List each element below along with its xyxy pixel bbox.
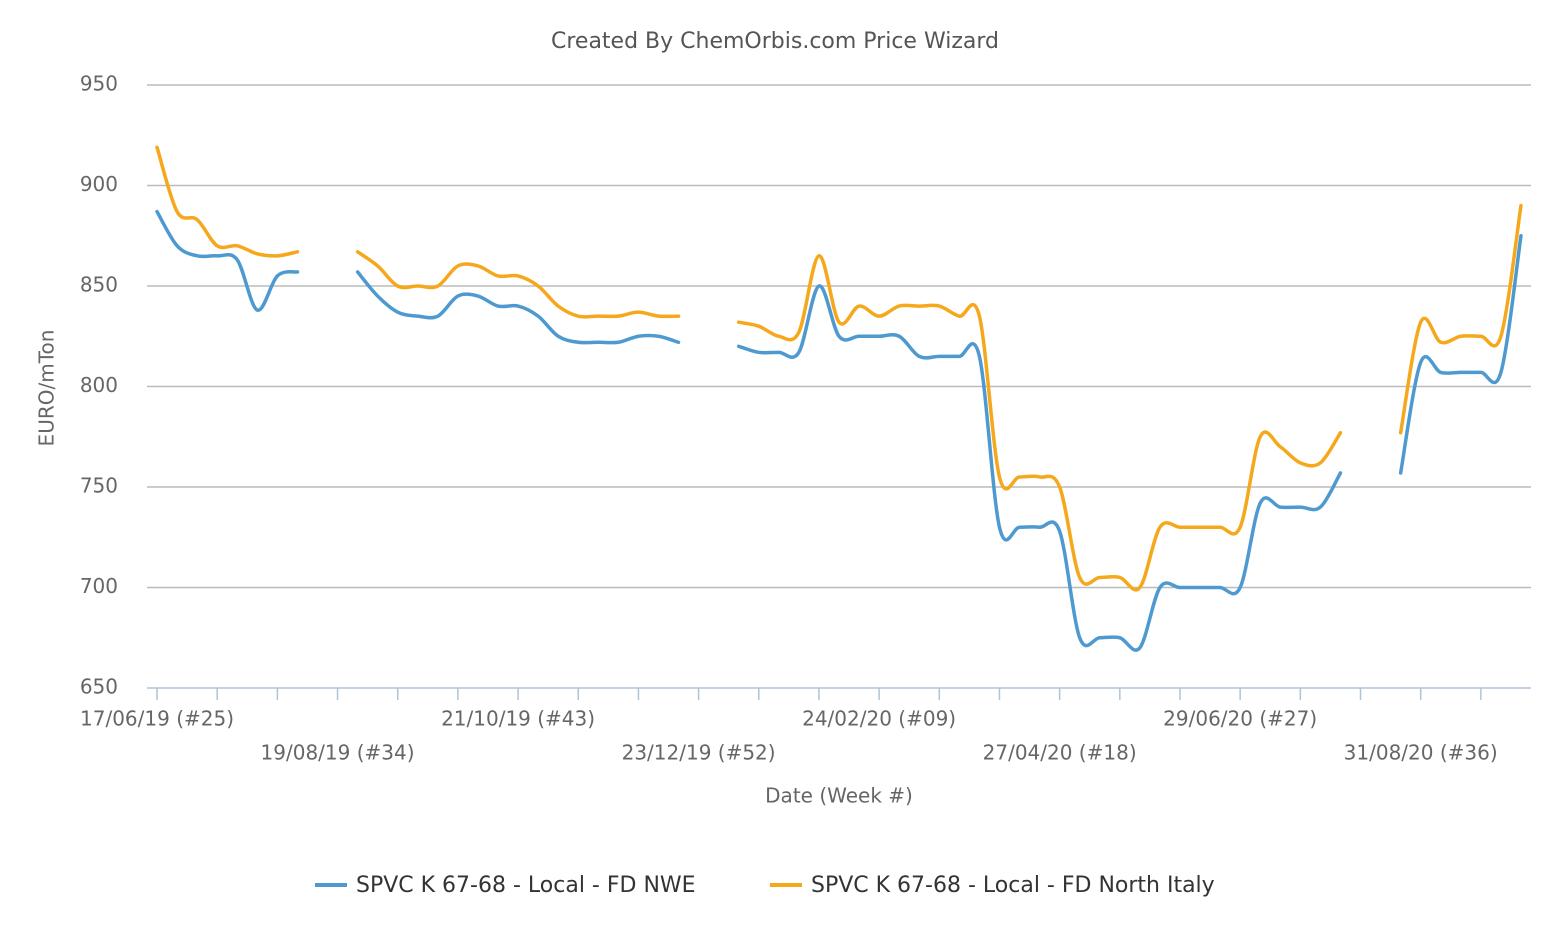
series-line — [155, 209, 300, 312]
y-tick-label: 750 — [80, 474, 118, 498]
x-tick-label: 17/06/19 (#25) — [80, 707, 234, 731]
x-tick-label: 29/06/20 (#27) — [1163, 707, 1317, 731]
series-line — [736, 284, 1343, 652]
x-tick-label: 23/12/19 (#52) — [622, 741, 776, 765]
x-tick-label: 19/08/19 (#34) — [261, 741, 415, 765]
y-tick-label: 950 — [80, 72, 118, 96]
series-line — [355, 270, 681, 345]
y-tick-label: 850 — [80, 273, 118, 297]
x-tick-label: 27/04/20 (#18) — [983, 741, 1137, 765]
x-axis-label: Date (Week #) — [765, 784, 913, 808]
series-line — [736, 254, 1343, 592]
chart-title: Created By ChemOrbis.com Price Wizard — [551, 29, 999, 54]
x-tick-label: 31/08/20 (#36) — [1344, 741, 1498, 765]
y-tick-label: 700 — [80, 574, 118, 598]
series-line — [155, 145, 300, 258]
y-tick-label: 800 — [80, 373, 118, 397]
series-line — [1398, 203, 1523, 435]
y-tick-label: 650 — [80, 675, 118, 699]
legend-text: SPVC K 67-68 - Local - FD NWE — [356, 873, 696, 898]
y-axis-label: EURO/mTon — [35, 330, 59, 447]
series-line — [355, 250, 681, 319]
x-tick-label: 24/02/20 (#09) — [802, 707, 956, 731]
x-tick-label: 21/10/19 (#43) — [441, 707, 595, 731]
series-line — [1398, 234, 1523, 475]
y-tick-label: 900 — [80, 172, 118, 196]
legend-text: SPVC K 67-68 - Local - FD North Italy — [811, 873, 1215, 898]
